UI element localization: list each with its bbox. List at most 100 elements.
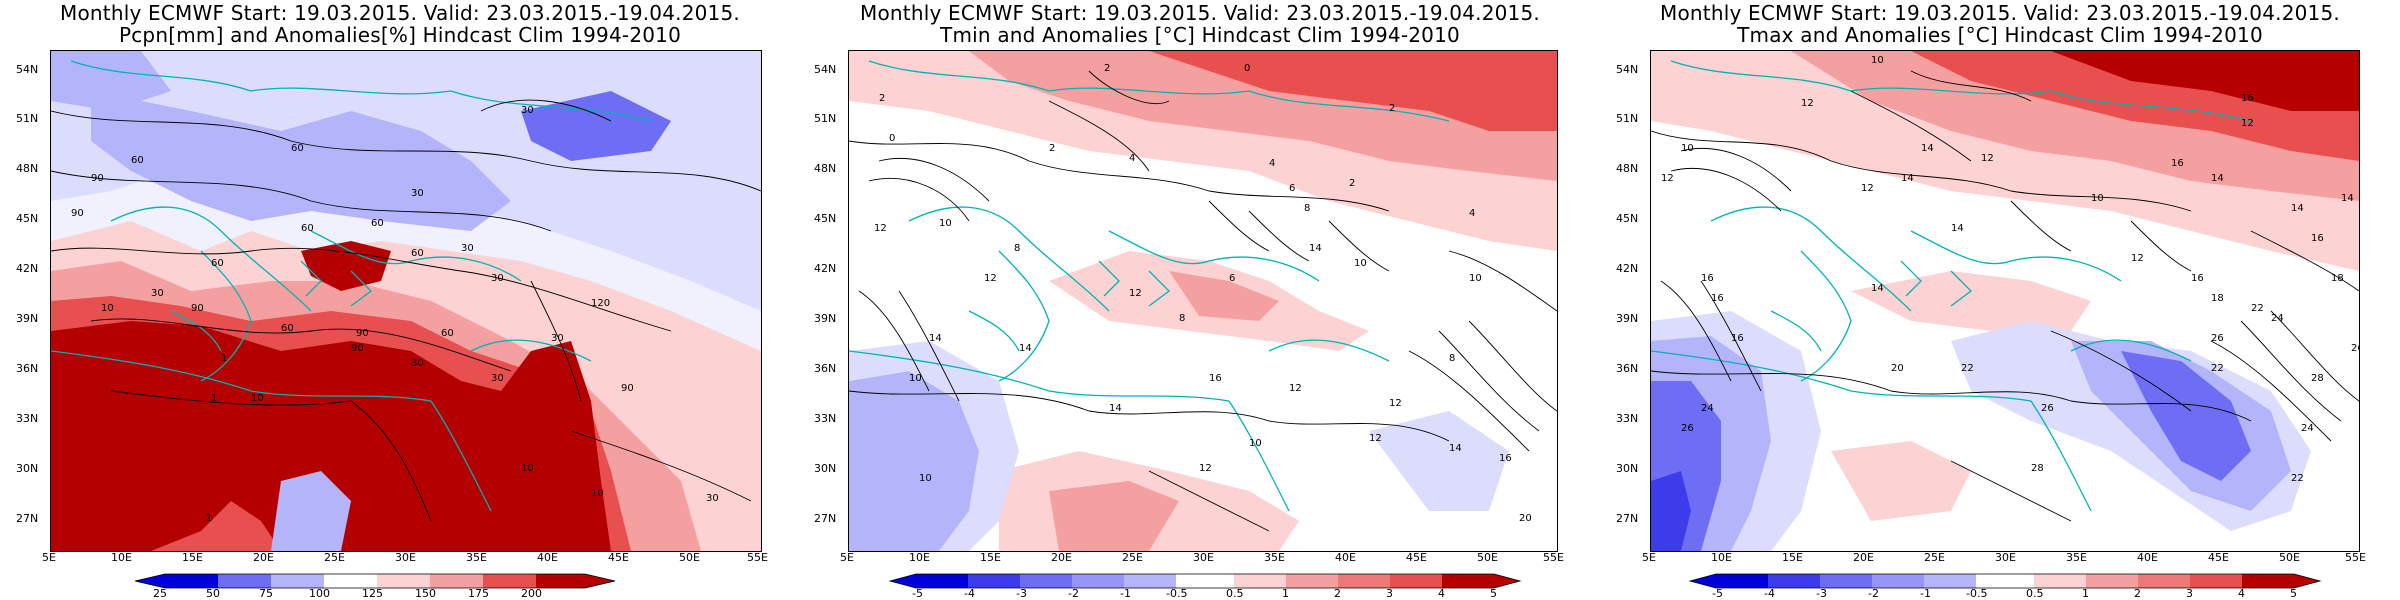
- tmin-contour-label: 14: [1109, 403, 1122, 414]
- colorbar-label: 2: [2134, 587, 2141, 600]
- precip-contour-labels: 30 60 90 60 30 60 90 60 60 30 60 30 120 …: [71, 105, 719, 524]
- precip-contour-label: 90: [621, 383, 634, 394]
- tmin-contour-label: 12: [1289, 383, 1302, 394]
- tmax-contour-label: 16: [2241, 93, 2254, 104]
- lat-label: 51N: [16, 112, 39, 125]
- tmin-contour-label: 8: [1014, 243, 1020, 254]
- precip-contour-label: 30: [151, 288, 164, 299]
- lon-label: 35E: [1264, 551, 1285, 564]
- colorbar-label: -0.5: [1166, 587, 1188, 600]
- lat-label: 36N: [814, 362, 837, 375]
- tmin-contour-label: 10: [1354, 258, 1367, 269]
- tmin-blue-west: [849, 371, 979, 551]
- lon-label: 5E: [1642, 551, 1656, 564]
- precip-contour-label: 90: [71, 208, 84, 219]
- colorbar-label: 25: [153, 587, 167, 600]
- tmin-contour-label: 20: [1519, 513, 1532, 524]
- tmin-contour-label: 10: [909, 373, 922, 384]
- lon-label: 5E: [42, 551, 56, 564]
- precip-coastlines: [51, 60, 652, 512]
- lon-label: 30E: [1995, 551, 2016, 564]
- precip-contour-label: 30: [491, 373, 504, 384]
- lon-label: 50E: [2279, 551, 2300, 564]
- colorbar-label: 100: [309, 587, 330, 600]
- tmax-contour-label: 16: [2171, 158, 2184, 169]
- precip-contour-label: 1: [221, 353, 227, 364]
- tmin-contour-label: 2: [879, 93, 885, 104]
- lon-label: 15E: [980, 551, 1001, 564]
- colorbar-label: -4: [1764, 587, 1775, 600]
- precip-map-graphic: 30 60 90 60 30 60 90 60 60 30 60 30 120 …: [51, 51, 761, 551]
- tmax-contour-label: 22: [2211, 363, 2224, 374]
- lat-label: 27N: [814, 512, 837, 525]
- lon-label: 45E: [608, 551, 629, 564]
- tmax-title-line1: Monthly ECMWF Start: 19.03.2015. Valid: …: [1660, 1, 2340, 25]
- lat-label: 45N: [1616, 212, 1639, 225]
- colorbar-label: -3: [1816, 587, 1827, 600]
- tmin-contour-label: 16: [1499, 453, 1512, 464]
- lon-label: 30E: [1193, 551, 1214, 564]
- precip-contour-label: 60: [291, 143, 304, 154]
- tmax-contour-label: 12: [1861, 183, 1874, 194]
- colorbar-label: 200: [521, 587, 542, 600]
- tmax-contour-label: 16: [2311, 233, 2324, 244]
- lat-label: 36N: [1616, 362, 1639, 375]
- colorbar-label: 125: [362, 587, 383, 600]
- tmin-contour-label: 6: [1289, 183, 1295, 194]
- colorbar-label: -1: [1920, 587, 1931, 600]
- tmin-contour-label: 14: [1309, 243, 1322, 254]
- tmax-contour-label: 16: [2191, 273, 2204, 284]
- tmin-contour-label: 12: [984, 273, 997, 284]
- lat-label: 42N: [16, 262, 39, 275]
- lon-label: 55E: [747, 551, 768, 564]
- precip-contour-label: 60: [301, 223, 314, 234]
- precip-contour-label: 30: [461, 243, 474, 254]
- colorbar-label: -0.5: [1966, 587, 1988, 600]
- tmax-contour-label: 14: [1921, 143, 1934, 154]
- lat-label: 54N: [1616, 63, 1639, 76]
- precip-contour-label: 60: [441, 328, 454, 339]
- tmin-coastlines: [849, 60, 1450, 512]
- colorbar-label: 50: [206, 587, 220, 600]
- colorbar-label: 0.5: [1226, 587, 1244, 600]
- lon-label: 40E: [537, 551, 558, 564]
- lat-label: 54N: [16, 63, 39, 76]
- precip-contour-label: 60: [131, 155, 144, 166]
- lat-label: 48N: [16, 162, 39, 175]
- lat-label: 45N: [814, 212, 837, 225]
- tmin-contour-label: 10: [1249, 438, 1262, 449]
- lon-label: 40E: [2137, 551, 2158, 564]
- lat-label: 36N: [16, 362, 39, 375]
- tmax-contour-label: 24: [2301, 423, 2314, 434]
- colorbar-label: 0.5: [2026, 587, 2044, 600]
- colorbar-label: -5: [912, 587, 923, 600]
- tmin-contour-label: 12: [1389, 398, 1402, 409]
- colorbar-label: 2: [1334, 587, 1341, 600]
- lon-label: 25E: [1122, 551, 1143, 564]
- tmax-contour-label: 12: [1661, 173, 1674, 184]
- colorbar-label: 1: [2082, 587, 2089, 600]
- lon-label: 20E: [1853, 551, 1874, 564]
- tmin-contour-label: 8: [1304, 203, 1310, 214]
- tmin-colorbar-graphic: [888, 573, 1522, 589]
- tmax-contour-label: 10: [1871, 55, 1884, 66]
- precip-contour-label: 30: [706, 493, 719, 504]
- tmin-title-line1: Monthly ECMWF Start: 19.03.2015. Valid: …: [860, 1, 1540, 25]
- lon-label: 20E: [1051, 551, 1072, 564]
- tmin-red-north: [1149, 51, 1557, 131]
- tmin-contour-label: 0: [889, 133, 895, 144]
- tmin-contour-label: 10: [939, 218, 952, 229]
- tmin-contour-label: 10: [919, 473, 932, 484]
- precip-contours: [51, 99, 761, 522]
- lat-label: 27N: [1616, 512, 1639, 525]
- precip-contour-label: 120: [591, 298, 610, 309]
- lon-label: 10E: [111, 551, 132, 564]
- tmax-title-line2: Tmax and Anomalies [°C] Hindcast Clim 19…: [1737, 23, 2263, 47]
- tmin-contours: [849, 70, 1557, 532]
- colorbar-label: 175: [468, 587, 489, 600]
- precip-contour-label: 30: [411, 358, 424, 369]
- tmax-contour-label: 26: [2211, 333, 2224, 344]
- tmax-coastlines: [1651, 60, 2252, 512]
- tmax-contour-label: 22: [2291, 473, 2304, 484]
- lon-label: 15E: [1782, 551, 1803, 564]
